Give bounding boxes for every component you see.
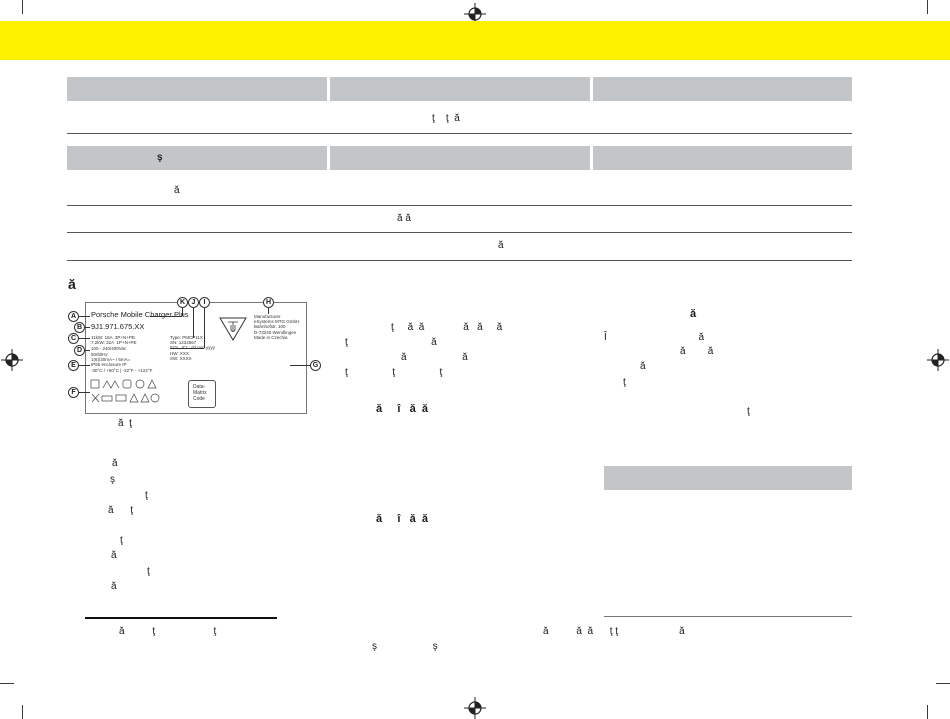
leader-b — [85, 327, 90, 328]
leader-a — [79, 316, 90, 317]
middle-para-line3: ă ă — [401, 352, 468, 363]
table1-header-col1 — [67, 77, 327, 101]
table1-header-col3 — [593, 77, 852, 101]
datamatrix-code-text: Data- Matrix Code — [193, 384, 207, 402]
middle-para-line2: ţ ă — [345, 337, 437, 348]
label-frequency-lines: 50/60Hz 1(6)/30mA~ / 6mA= IP55 enclosure… — [91, 352, 131, 368]
leader-f — [79, 392, 90, 393]
table2-row1-divider — [67, 205, 852, 206]
leader-k — [182, 308, 183, 316]
callout-b: B — [74, 322, 85, 333]
table2-row2-text: ă ă — [397, 213, 411, 224]
middle-footnote-line1: ă ă ă ţ ţ ă — [543, 626, 685, 637]
registration-mark-right-icon — [927, 349, 949, 371]
table2-row2-divider — [67, 232, 852, 233]
table1-row1-text: ţ ţ ă — [432, 113, 460, 124]
label-power-lines: 11kW: 16A 3P+N+PE 7.2kW: 32A 1P+N+PE — [91, 335, 137, 346]
left-item-5: ţ — [120, 535, 123, 546]
leader-d — [85, 350, 90, 351]
right-line3: ă — [640, 361, 646, 372]
right-bottom-rule — [604, 616, 852, 617]
callout-f: F — [68, 387, 79, 398]
table2-header-col3 — [593, 146, 852, 170]
crop-mark-bottom-left-h — [0, 683, 14, 684]
left-footnote-rule — [85, 617, 277, 619]
table1-row1-divider — [67, 133, 852, 134]
label-product-name: Porsche Mobile Charger Plus — [91, 310, 189, 319]
registration-mark-bottom-icon — [464, 697, 486, 719]
left-item-3: ţ — [145, 490, 148, 501]
callout-d: D — [74, 345, 85, 356]
section-title: ă — [68, 276, 76, 292]
crop-mark-top-right-v — [927, 0, 928, 14]
table2-row3-text: ă — [498, 240, 504, 251]
certification-symbols-icon — [90, 379, 160, 403]
table2-header-col1-text: ş — [157, 152, 163, 163]
tuv-triangle-icon — [219, 317, 247, 341]
right-subhead: ă — [690, 308, 697, 320]
label-voltage-line: 100 - 240/400Vac — [91, 346, 127, 351]
table2-header-col1 — [67, 146, 327, 170]
left-item-6: ă — [111, 550, 117, 561]
middle-para-line4: ţ ţ ţ — [345, 367, 443, 378]
callout-h: H — [263, 297, 274, 308]
right-line2: ă ă — [680, 346, 714, 357]
left-item-8: ă — [111, 581, 117, 592]
left-item-4: ă ţ — [108, 505, 134, 516]
middle-footnote-line2: ş ş — [372, 641, 438, 652]
callout-i: I — [199, 297, 210, 308]
registration-mark-top-icon — [464, 3, 486, 25]
callout-k: K — [177, 297, 188, 308]
table1-header-col2 — [330, 77, 590, 101]
left-item-1: ă — [112, 458, 118, 469]
leader-e — [79, 365, 90, 366]
callout-g: G — [310, 360, 321, 371]
crop-mark-bottom-left-v — [22, 705, 23, 719]
label-temperature-line: -30°C / +50°C | -22°F - +122°F — [91, 368, 153, 373]
registration-mark-left-icon — [1, 349, 23, 371]
leader-c — [79, 338, 90, 339]
leader-k-h — [150, 316, 182, 317]
left-item-2: ş — [110, 474, 115, 485]
right-line1: Î ă — [604, 332, 705, 343]
callout-c: C — [68, 333, 79, 344]
left-footnote: ă ţ ţ — [119, 626, 217, 637]
callout-j: J — [188, 297, 199, 308]
leader-j — [193, 308, 194, 338]
crop-mark-bottom-right-h — [936, 683, 950, 684]
middle-subhead2: ă î ă ă — [376, 513, 428, 525]
crop-mark-top-left-v — [22, 0, 23, 14]
right-gray-box — [604, 466, 852, 490]
callout-a: A — [68, 311, 79, 322]
table2-row1-text: ă — [174, 185, 180, 196]
crop-mark-bottom-right-v — [927, 705, 928, 719]
right-line4: ţ — [623, 377, 626, 388]
header-band — [0, 21, 950, 60]
leader-i — [204, 308, 205, 348]
leader-h — [268, 308, 269, 314]
right-line5: ţ — [747, 406, 750, 417]
leader-i-h — [170, 348, 204, 349]
label-manufacturer-lines: Manufacturer eSystems MTG GmbH Bahnhofst… — [254, 314, 300, 340]
label-part-number: 9J1.971.675.XX — [91, 322, 145, 331]
datamatrix-code-box — [188, 380, 216, 408]
leader-g — [290, 365, 310, 366]
label-type-lines: Type: PMCP11X SN: 1234567 EOL, ICL: dd.m… — [170, 335, 215, 361]
left-item-7: ţ — [147, 566, 150, 577]
table2-header-col2 — [330, 146, 590, 170]
middle-subhead1: ă î ă ă — [376, 403, 428, 415]
callout-e: E — [68, 360, 79, 371]
figure-caption: ă ţ — [118, 418, 132, 429]
middle-para-line1: ţ ă ă ă ă ă — [391, 322, 503, 333]
table2-row3-divider — [67, 260, 852, 261]
